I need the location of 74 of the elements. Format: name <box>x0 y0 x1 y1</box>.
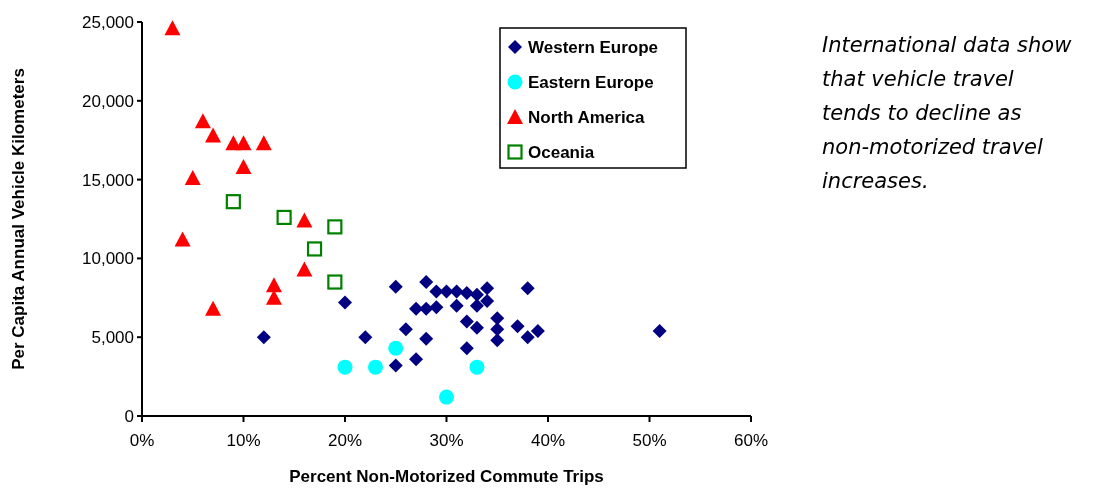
point <box>530 323 545 338</box>
point <box>205 127 222 143</box>
point <box>429 284 444 299</box>
y-tick-label: 15,000 <box>82 170 134 190</box>
point <box>490 322 505 337</box>
y-axis-title: Per Capita Annual Vehicle Kilometers <box>9 68 28 370</box>
point <box>388 279 403 294</box>
x-tick-label: 60% <box>733 431 769 450</box>
point <box>490 333 505 348</box>
y-tick-label: 20,000 <box>82 91 134 111</box>
point <box>255 135 272 151</box>
point <box>205 300 222 316</box>
point <box>480 293 495 308</box>
point <box>480 281 495 296</box>
point <box>184 170 201 186</box>
point <box>358 330 373 345</box>
point <box>459 314 474 329</box>
point <box>469 359 485 375</box>
point <box>510 319 525 334</box>
y-tick-label: 10,000 <box>82 249 134 269</box>
x-tick-label: 0% <box>129 431 155 450</box>
point <box>449 284 464 299</box>
point <box>439 389 454 405</box>
point <box>276 209 292 226</box>
x-axis-title: Percent Non-Motorized Commute Trips <box>289 467 604 486</box>
y-tick-label: 0 <box>124 406 134 426</box>
point <box>469 287 484 302</box>
legend-label: Western Europe <box>528 37 659 57</box>
point <box>235 158 252 174</box>
point <box>398 322 413 337</box>
legend-label: Eastern Europe <box>528 72 654 92</box>
point <box>409 352 424 367</box>
point <box>449 298 464 313</box>
point <box>235 135 252 151</box>
point <box>429 300 444 315</box>
point <box>367 359 383 375</box>
point <box>459 341 474 356</box>
point <box>194 113 211 129</box>
point <box>225 194 241 210</box>
point <box>469 320 484 335</box>
x-tick-label: 30% <box>429 431 464 450</box>
legend-label: North America <box>528 107 646 127</box>
point <box>459 286 474 301</box>
point <box>256 330 271 345</box>
point <box>337 359 353 375</box>
point <box>388 340 404 356</box>
point <box>388 358 403 373</box>
point <box>327 274 343 290</box>
x-tick-label: 20% <box>327 431 363 450</box>
x-tick-label: 50% <box>632 431 667 450</box>
point <box>296 212 313 228</box>
y-tick-label: 25,000 <box>82 12 134 32</box>
point <box>327 219 343 235</box>
point <box>439 284 454 299</box>
legend-label: Oceania <box>528 142 595 162</box>
point <box>490 311 505 326</box>
point <box>306 241 323 257</box>
point <box>419 331 434 346</box>
point <box>520 330 535 345</box>
point <box>338 295 352 310</box>
point <box>419 275 434 290</box>
point <box>296 261 313 277</box>
y-tick-label: 5,000 <box>91 328 134 348</box>
point <box>652 323 667 338</box>
point <box>469 298 484 313</box>
point <box>164 20 181 36</box>
point <box>419 301 434 316</box>
x-tick-label: 10% <box>226 431 261 450</box>
text: International data show that vehicle travel tends to decline as non-motorized travel increases. <box>822 33 1073 193</box>
x-tick-label: 40% <box>530 431 566 450</box>
point <box>409 301 424 316</box>
point <box>265 277 282 293</box>
point <box>520 281 535 296</box>
point <box>174 231 191 247</box>
